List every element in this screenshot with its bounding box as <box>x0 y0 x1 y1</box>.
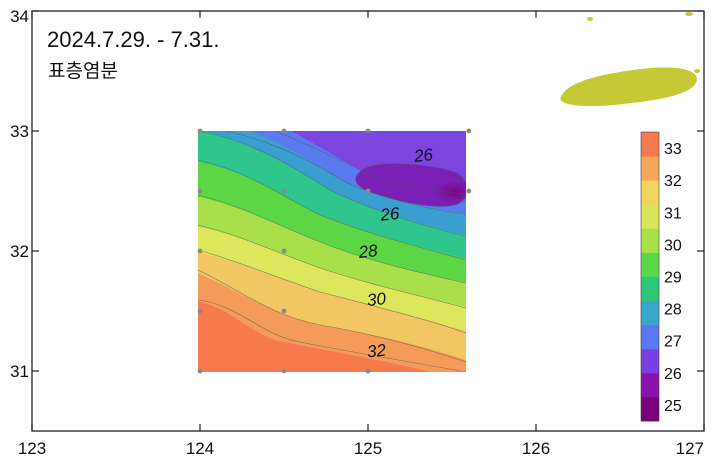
legend-color-step <box>641 372 659 398</box>
island-shape <box>560 67 698 107</box>
station-points <box>197 128 472 374</box>
station-point <box>365 188 371 194</box>
x-tick-label: 126 <box>522 439 550 458</box>
legend-color-step <box>641 276 659 302</box>
legend-color-step <box>641 132 659 157</box>
station-point <box>197 128 203 134</box>
station-point <box>466 188 472 194</box>
legend-bar-outline <box>640 131 660 422</box>
y-tick-label: 33 <box>10 122 29 141</box>
y-tick-label: 31 <box>10 362 29 381</box>
islet-2 <box>685 12 693 16</box>
station-point <box>281 368 287 374</box>
legend-color-step <box>641 180 659 205</box>
x-axis-tick-labels: 123 124 125 126 127 <box>18 439 704 458</box>
legend-label: 29 <box>664 270 682 287</box>
legend-label: 27 <box>664 334 682 351</box>
station-point <box>197 368 203 374</box>
x-tick-label: 127 <box>676 439 704 458</box>
legend-label: 31 <box>664 205 682 222</box>
contour-label: 26 <box>378 204 400 225</box>
station-point <box>466 128 472 134</box>
contour-labels: 26 26 28 30 32 <box>357 145 435 362</box>
contour-label: 26 <box>412 145 434 166</box>
contour-lines <box>198 131 466 372</box>
salinity-field <box>198 131 466 372</box>
legend-color-step <box>641 156 659 181</box>
lowest-salinity-core <box>433 180 466 204</box>
legend-color-step <box>641 252 659 277</box>
legend-color-step <box>641 204 659 229</box>
legend-color-step <box>641 396 659 422</box>
legend-color-step <box>641 348 659 374</box>
station-point <box>197 248 203 254</box>
legend-color-step <box>641 300 659 326</box>
legend-label: 33 <box>664 141 682 158</box>
legend-label: 26 <box>664 366 682 383</box>
x-tick-label: 124 <box>186 439 214 458</box>
axis-ticks <box>31 10 705 431</box>
station-point <box>197 308 203 314</box>
map-title: 2024.7.29. - 7.31. <box>47 27 219 52</box>
legend-color-step <box>641 324 659 350</box>
station-point <box>365 368 371 374</box>
legend-label: 30 <box>664 237 682 254</box>
station-point <box>281 188 287 194</box>
station-point <box>197 188 203 194</box>
station-point <box>281 248 287 254</box>
station-point <box>365 128 371 134</box>
islet-3 <box>694 69 700 73</box>
contour-label: 30 <box>366 289 387 310</box>
station-point <box>281 128 287 134</box>
contour-label: 32 <box>366 341 387 362</box>
legend-label: 32 <box>664 173 682 190</box>
y-tick-label: 34 <box>10 7 29 26</box>
legend-label: 25 <box>664 398 682 415</box>
map-subtitle: 표층염분 <box>48 60 118 82</box>
contour-label: 28 <box>357 241 379 262</box>
legend-label: 28 <box>664 302 682 319</box>
x-tick-label: 125 <box>354 439 382 458</box>
islet-1 <box>587 17 593 21</box>
jeju-island <box>560 12 700 107</box>
y-tick-label: 32 <box>10 242 29 261</box>
y-axis-tick-labels: 31 32 33 34 <box>10 7 29 381</box>
station-point <box>281 308 287 314</box>
legend-color-step <box>641 228 659 253</box>
x-tick-label: 123 <box>18 439 46 458</box>
color-legend: 33 32 31 30 29 28 27 26 25 <box>640 131 682 422</box>
